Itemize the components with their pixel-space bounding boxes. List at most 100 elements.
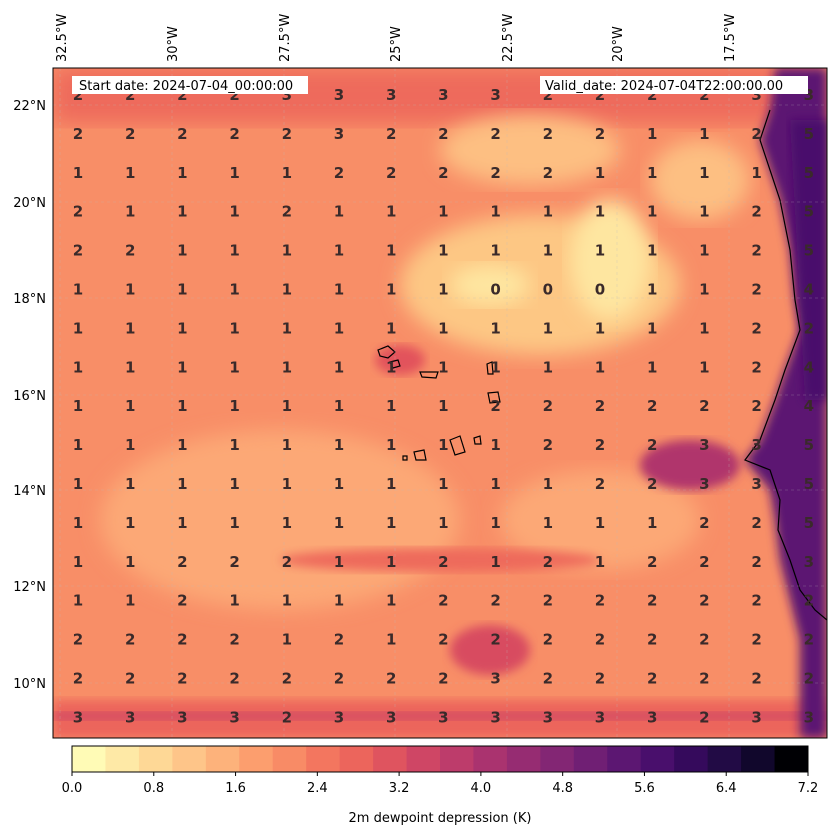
colorbar-cell [105,746,140,772]
colorbar-cell [774,746,809,772]
grid-value: 2 [438,670,448,688]
grid-value: 3 [438,708,448,726]
lon-label: 27.5°W [278,14,293,62]
grid-value: 1 [595,514,605,532]
colorbar-cell [640,746,675,772]
grid-value: 1 [490,475,500,493]
grid-value: 3 [229,708,239,726]
grid-value: 4 [804,281,814,299]
grid-value: 3 [334,125,344,143]
grid-value: 1 [229,436,239,454]
grid-value: 3 [490,86,500,104]
colorbar-tick-label: 7.2 [798,781,819,796]
grid-value: 2 [595,125,605,143]
grid-value: 2 [334,631,344,649]
grid-value: 2 [177,125,187,143]
lat-label: 22°N [13,99,46,114]
grid-value: 2 [125,631,135,649]
grid-value: 1 [334,358,344,376]
grid-value: 2 [490,631,500,649]
grid-value: 2 [490,125,500,143]
grid-value: 1 [334,397,344,415]
grid-value: 2 [229,553,239,571]
grid-value: 4 [804,358,814,376]
grid-value: 2 [125,125,135,143]
grid-value-labels: 2 2 2 2 3 3 3 3 3 2 2 2 2 3 3 2 2 2 2 2 3 2 2 2 2 2 1 1 2 5 1 1 1 1 1 2 2 2 2 2… [73,86,814,726]
grid-value: 1 [334,242,344,260]
grid-value: 2 [438,125,448,143]
grid-value: 1 [177,358,187,376]
grid-value: 3 [751,86,761,104]
colorbar-cell [741,746,776,772]
grid-value: 1 [595,358,605,376]
grid-value: 1 [282,475,292,493]
grid-value: 2 [543,670,553,688]
grid-value: 2 [334,164,344,182]
grid-value: 1 [438,436,448,454]
colorbar-tick-label: 0.8 [143,781,164,796]
grid-value: 1 [386,281,396,299]
grid-value: 1 [177,436,187,454]
grid-value: 1 [177,319,187,337]
grid-value: 2 [334,670,344,688]
grid-value: 2 [229,86,239,104]
grid-value: 3 [73,708,83,726]
grid-value: 1 [386,553,396,571]
grid-value: 2 [438,553,448,571]
grid-value: 2 [595,86,605,104]
grid-value: 1 [595,319,605,337]
grid-value: 5 [804,475,814,493]
grid-value: 2 [751,358,761,376]
grid-value: 3 [334,708,344,726]
grid-value: 1 [177,514,187,532]
grid-value: 3 [699,436,709,454]
colorbar-cell [406,746,441,772]
grid-value: 2 [647,475,657,493]
grid-value: 2 [177,86,187,104]
grid-value: 1 [490,358,500,376]
grid-value: 1 [73,319,83,337]
grid-value: 1 [386,475,396,493]
grid-value: 3 [490,708,500,726]
grid-value: 1 [125,475,135,493]
grid-value: 2 [647,553,657,571]
colorbar-cell [205,746,240,772]
grid-value: 2 [490,397,500,415]
grid-value: 1 [73,358,83,376]
grid-value: 1 [334,319,344,337]
grid-value: 1 [177,164,187,182]
grid-value: 2 [438,631,448,649]
grid-value: 1 [595,242,605,260]
grid-value: 2 [543,125,553,143]
lat-label: 14°N [13,484,46,499]
grid-value: 1 [229,592,239,610]
grid-value: 1 [282,436,292,454]
grid-value: 2 [282,203,292,221]
grid-value: 1 [647,358,657,376]
grid-value: 1 [386,514,396,532]
grid-value: 2 [386,125,396,143]
colorbar-cell [506,746,541,772]
colorbar-cell [473,746,508,772]
grid-value: 2 [438,592,448,610]
colorbar-cell [72,746,106,772]
lon-label: 20°W [611,26,626,62]
grid-value: 1 [647,319,657,337]
grid-value: 1 [125,164,135,182]
grid-value: 1 [490,436,500,454]
grid-value: 2 [543,397,553,415]
grid-value: 2 [543,592,553,610]
grid-value: 2 [282,125,292,143]
grid-value: 1 [282,281,292,299]
grid-value: 1 [438,242,448,260]
colorbar-cell [306,746,341,772]
grid-value: 1 [490,203,500,221]
grid-value: 3 [334,86,344,104]
lon-label: 32.5°W [55,14,70,62]
grid-value: 2 [751,397,761,415]
grid-value: 2 [229,125,239,143]
grid-value: 2 [647,631,657,649]
grid-value: 2 [647,397,657,415]
grid-value: 1 [438,281,448,299]
grid-value: 1 [334,592,344,610]
